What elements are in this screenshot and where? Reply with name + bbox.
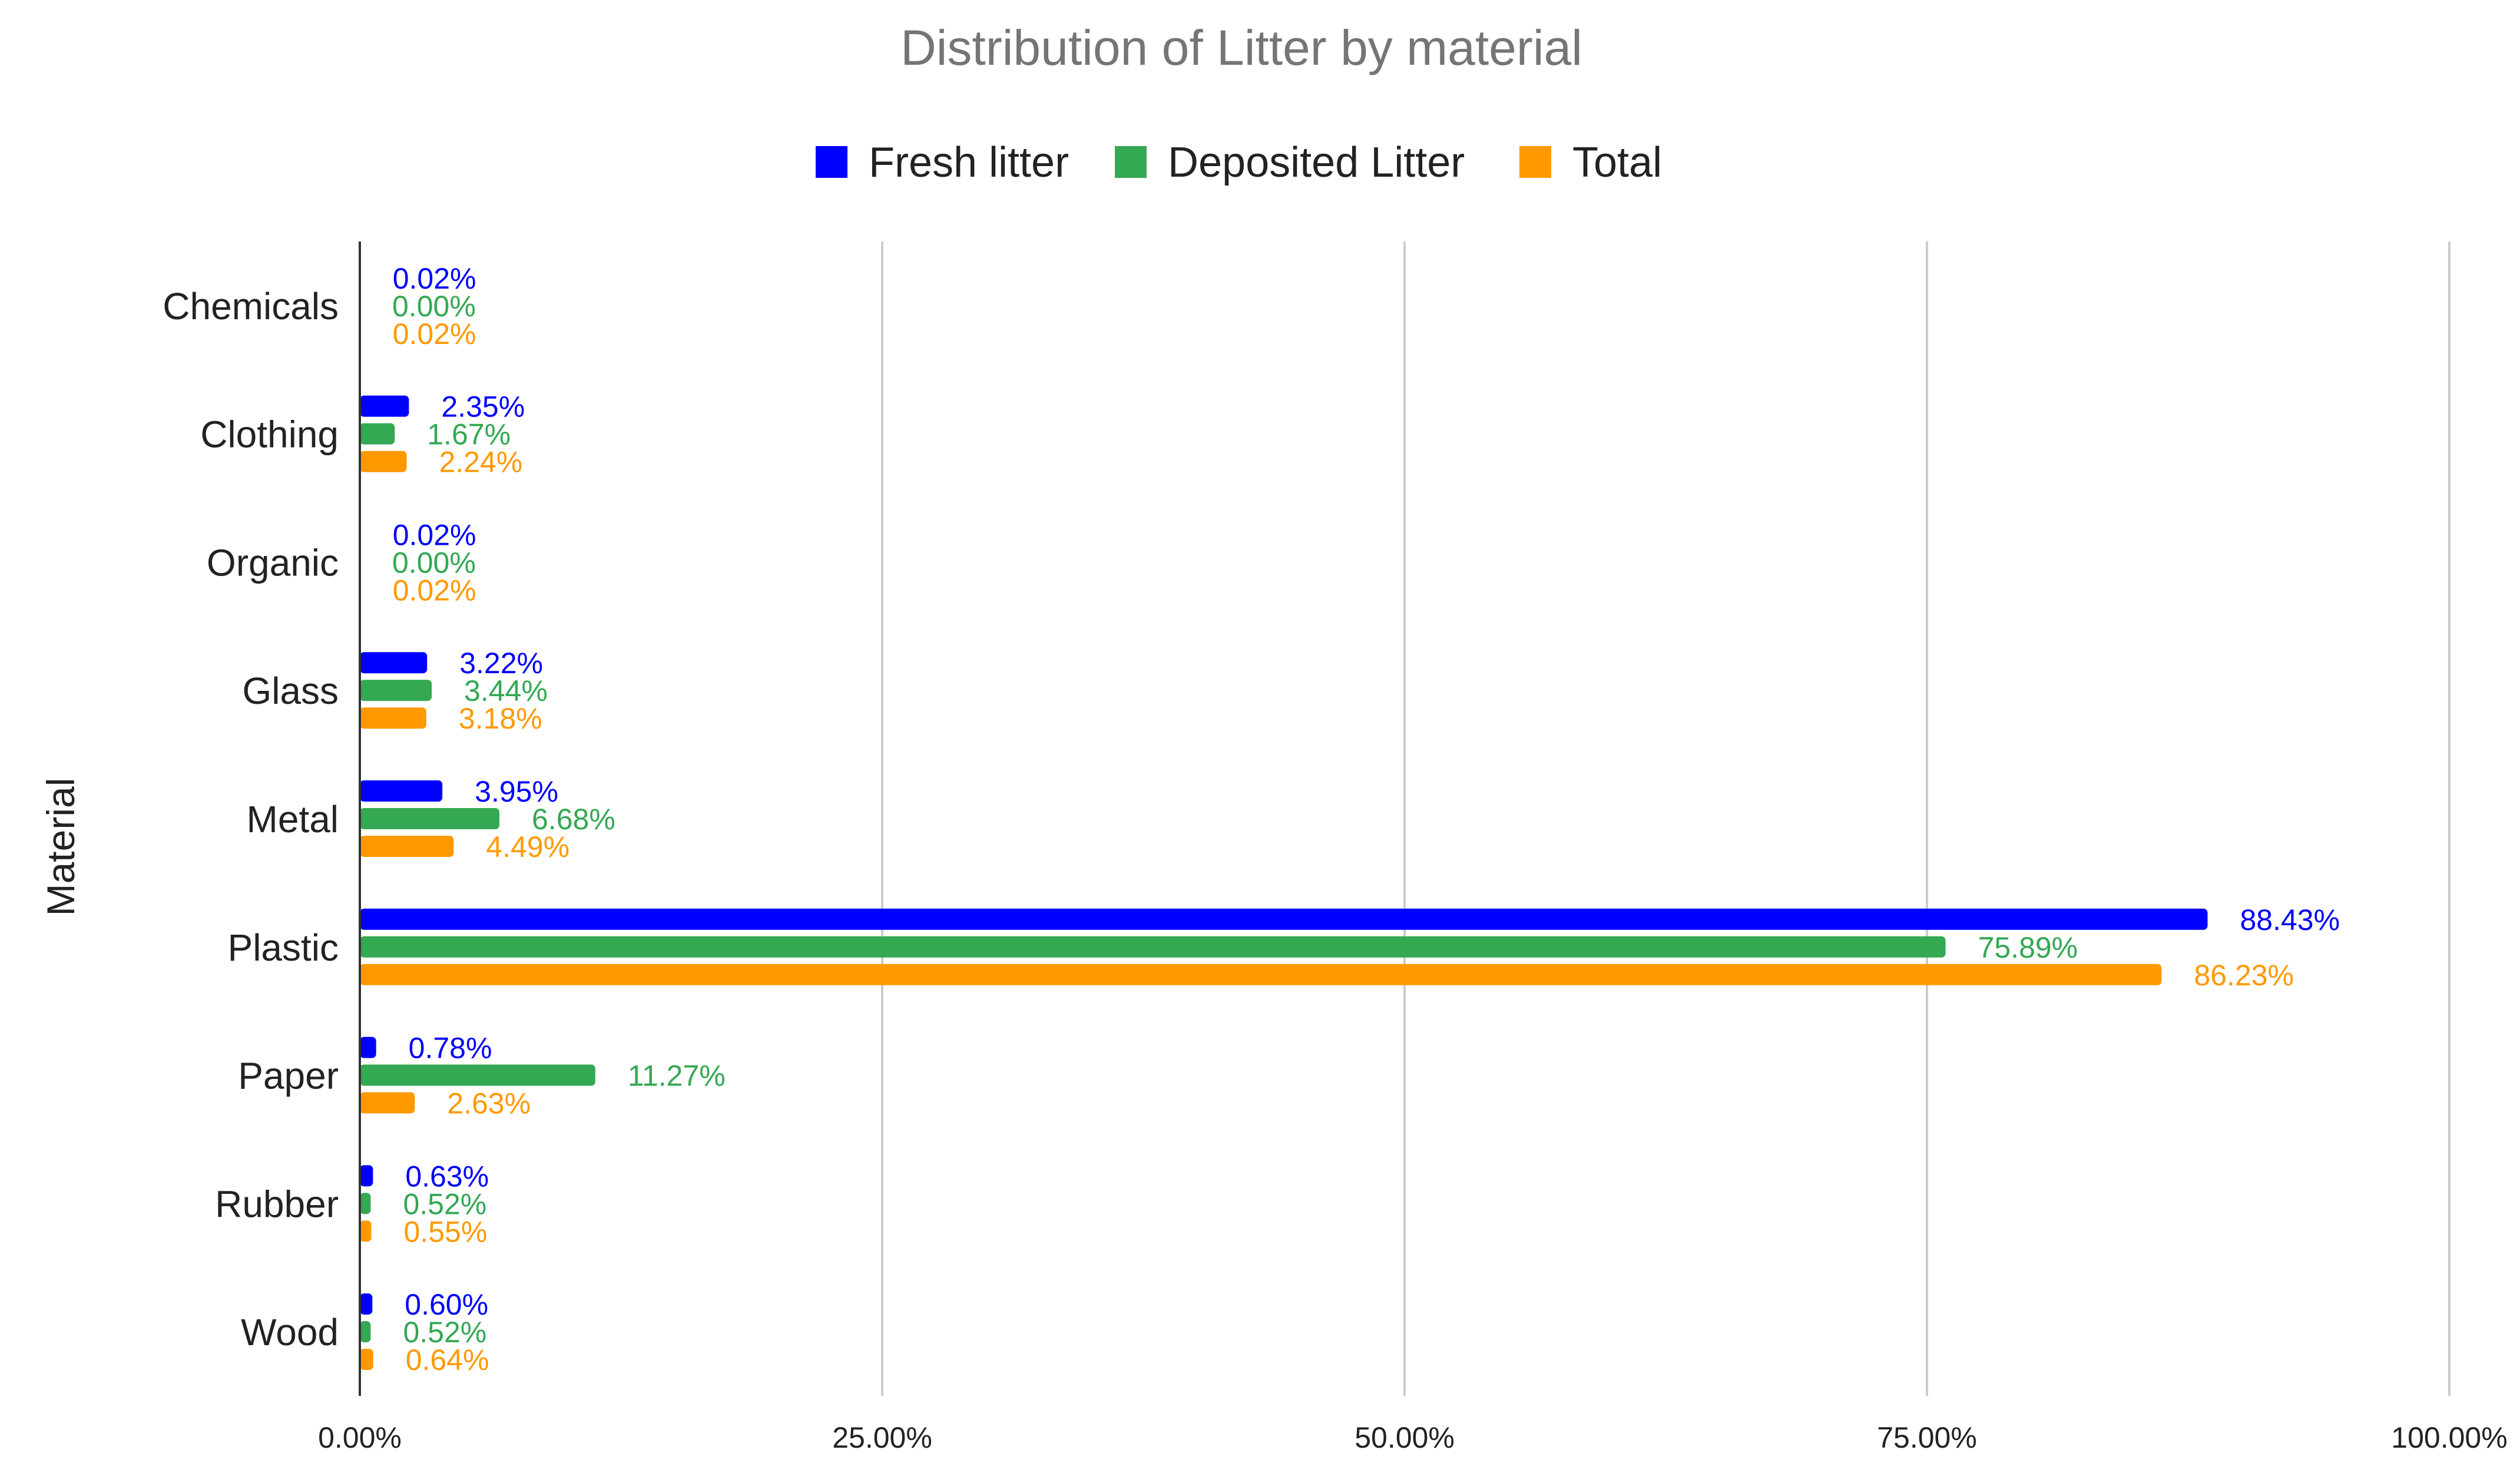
data-label-plastic-deposited-litter: 75.89%	[1978, 931, 2078, 964]
x-tick-label: 100.00%	[2391, 1421, 2507, 1454]
data-label-wood-total: 0.64%	[406, 1343, 489, 1376]
data-label-rubber-fresh-litter: 0.63%	[405, 1160, 489, 1193]
bar-glass-total	[360, 707, 426, 729]
legend: Fresh litter Deposited Litter Total	[816, 139, 1662, 186]
y-tick-label-organic: Organic	[207, 541, 339, 584]
data-label-paper-total: 2.63%	[447, 1087, 531, 1120]
data-label-glass-total: 3.18%	[459, 702, 542, 735]
legend-item-fresh-litter: Fresh litter	[816, 139, 1069, 186]
y-tick-label-clothing: Clothing	[200, 413, 339, 456]
bar-rubber-fresh-litter	[360, 1165, 373, 1187]
data-label-rubber-total: 0.55%	[404, 1215, 488, 1248]
bar-plastic-total	[360, 964, 2162, 985]
legend-swatch	[1115, 146, 1147, 178]
bar-glass-fresh-litter	[360, 652, 428, 674]
bar-clothing-fresh-litter	[360, 395, 409, 417]
bar-metal-fresh-litter	[360, 780, 443, 802]
bar-clothing-total	[360, 451, 407, 472]
data-label-plastic-total: 86.23%	[2194, 959, 2294, 992]
bar-wood-deposited-litter	[360, 1321, 371, 1343]
legend-label: Fresh litter	[869, 139, 1069, 186]
data-label-organic-total: 0.02%	[393, 574, 476, 607]
bar-wood-total	[360, 1349, 373, 1371]
x-axis-labels: 0.00% 25.00% 50.00% 75.00% 100.00%	[318, 1421, 2508, 1454]
data-label-wood-fresh-litter: 0.60%	[405, 1288, 488, 1321]
data-label-glass-fresh-litter: 3.22%	[459, 647, 543, 680]
y-axis-title: Material	[39, 778, 82, 916]
data-label-paper-fresh-litter: 0.78%	[409, 1032, 492, 1065]
data-label-organic-fresh-litter: 0.02%	[393, 518, 476, 551]
bar-wood-fresh-litter	[360, 1293, 373, 1315]
data-label-organic-deposited-litter: 0.00%	[392, 546, 476, 579]
legend-label: Total	[1572, 139, 1662, 186]
y-tick-label-plastic: Plastic	[228, 926, 339, 969]
bar-paper-total	[360, 1092, 415, 1114]
data-label-clothing-total: 2.24%	[439, 446, 522, 479]
bar-glass-deposited-litter	[360, 680, 432, 701]
data-label-clothing-fresh-litter: 2.35%	[441, 390, 525, 423]
y-tick-label-glass: Glass	[242, 670, 339, 712]
bar-paper-fresh-litter	[360, 1037, 376, 1058]
x-tick-label: 50.00%	[1355, 1421, 1455, 1454]
data-label-metal-total: 4.49%	[486, 830, 569, 863]
x-tick-label: 25.00%	[832, 1421, 932, 1454]
legend-label: Deposited Litter	[1168, 139, 1465, 186]
data-label-rubber-deposited-litter: 0.52%	[403, 1187, 486, 1220]
bars: 0.02%0.00%0.02%2.35%1.67%2.24%0.02%0.00%…	[360, 262, 2340, 1376]
bar-paper-deposited-litter	[360, 1064, 595, 1086]
legend-item-deposited-litter: Deposited Litter	[1115, 139, 1465, 186]
bar-rubber-total	[360, 1220, 372, 1242]
data-label-chemicals-deposited-litter: 0.00%	[392, 290, 476, 323]
x-tick-label: 0.00%	[318, 1421, 402, 1454]
legend-swatch	[816, 146, 847, 178]
data-label-metal-fresh-litter: 3.95%	[475, 775, 558, 808]
data-label-glass-deposited-litter: 3.44%	[464, 674, 548, 707]
data-label-paper-deposited-litter: 11.27%	[628, 1060, 726, 1093]
y-tick-label-paper: Paper	[238, 1055, 339, 1097]
chart-title: Distribution of Litter by material	[900, 20, 1582, 75]
legend-swatch	[1519, 146, 1551, 178]
y-axis-labels: Chemicals Clothing Organic Glass Metal Plasti…	[163, 285, 339, 1353]
bar-metal-deposited-litter	[360, 808, 500, 829]
bar-metal-total	[360, 836, 454, 857]
bar-plastic-deposited-litter	[360, 936, 1946, 958]
data-label-clothing-deposited-litter: 1.67%	[427, 418, 511, 451]
legend-item-total: Total	[1519, 139, 1662, 186]
bar-plastic-fresh-litter	[360, 908, 2208, 930]
y-tick-label-chemicals: Chemicals	[163, 285, 339, 327]
y-tick-label-metal: Metal	[247, 798, 339, 840]
data-label-chemicals-fresh-litter: 0.02%	[393, 262, 476, 295]
gridlines	[881, 241, 2451, 1396]
bar-clothing-deposited-litter	[360, 423, 395, 445]
data-label-chemicals-total: 0.02%	[393, 317, 476, 350]
data-label-wood-deposited-litter: 0.52%	[403, 1316, 486, 1349]
bar-rubber-deposited-litter	[360, 1193, 371, 1214]
data-label-plastic-fresh-litter: 88.43%	[2240, 903, 2340, 936]
y-tick-label-rubber: Rubber	[215, 1183, 339, 1225]
y-tick-label-wood: Wood	[241, 1311, 339, 1353]
x-tick-label: 75.00%	[1877, 1421, 1977, 1454]
data-label-metal-deposited-litter: 6.68%	[532, 803, 615, 836]
